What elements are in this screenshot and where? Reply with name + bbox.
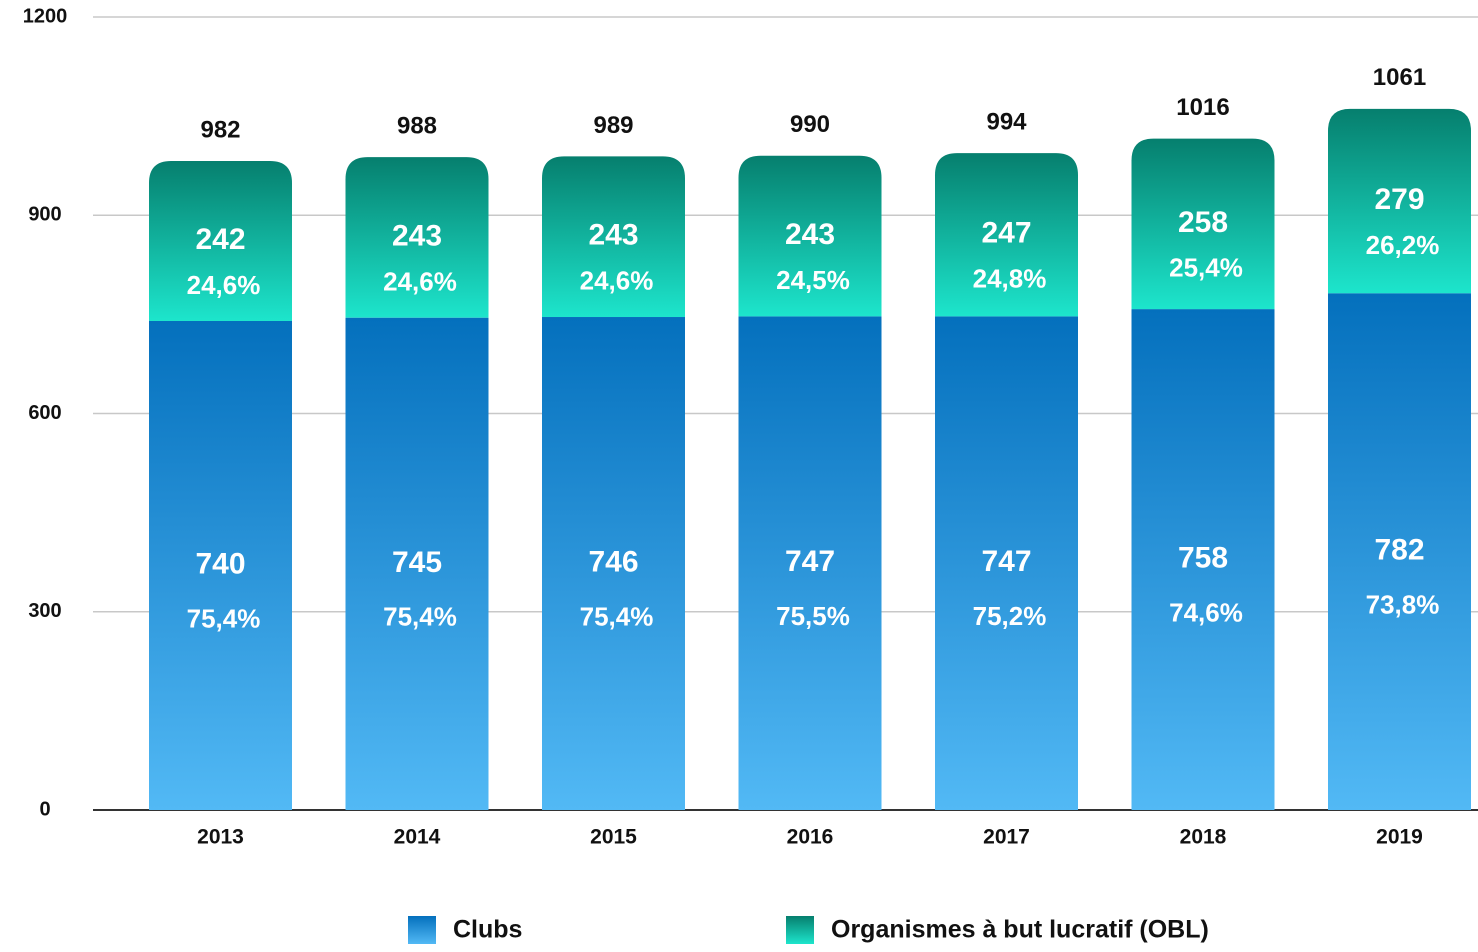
bar-segment: [1131, 138, 1275, 310]
bar-segment: [1328, 293, 1471, 810]
value-label: 740: [195, 547, 245, 580]
percentage-label: 24,5%: [776, 265, 850, 295]
value-label: 243: [392, 219, 442, 252]
percentage-label: 26,2%: [1366, 230, 1440, 260]
x-tick-label: 2015: [590, 826, 637, 849]
percentage-label: 24,6%: [580, 266, 654, 296]
bar-segment: [738, 316, 882, 810]
bar-segment: [149, 161, 292, 321]
legend-swatch: [786, 916, 814, 944]
percentage-label: 25,4%: [1169, 253, 1243, 283]
total-label: 1016: [1176, 94, 1229, 121]
value-label: 747: [785, 545, 835, 578]
percentage-label: 75,4%: [187, 603, 261, 633]
bar-segment: [1131, 309, 1275, 810]
x-tick-label: 2016: [787, 826, 834, 849]
y-tick-label: 900: [28, 204, 61, 226]
bar-segment: [345, 317, 489, 810]
value-label: 242: [195, 223, 245, 256]
bar-segment: [935, 153, 1078, 317]
percentage-label: 75,4%: [580, 601, 654, 631]
percentage-label: 74,6%: [1169, 597, 1243, 627]
total-label: 989: [593, 112, 633, 139]
total-label: 1061: [1373, 64, 1426, 91]
y-tick-label: 600: [28, 402, 61, 424]
value-label: 758: [1178, 541, 1228, 574]
x-tick-label: 2018: [1180, 826, 1227, 849]
bar-segment: [935, 316, 1078, 810]
value-label: 279: [1374, 183, 1424, 216]
percentage-label: 75,2%: [973, 601, 1047, 631]
value-label: 243: [588, 219, 638, 252]
total-label: 990: [790, 111, 830, 138]
total-label: 994: [986, 108, 1027, 135]
percentage-label: 75,4%: [383, 602, 457, 632]
percentage-label: 73,8%: [1366, 589, 1440, 619]
legend-label: Clubs: [453, 916, 522, 944]
y-tick-label: 300: [28, 600, 61, 622]
x-tick-label: 2013: [197, 826, 244, 849]
percentage-label: 24,6%: [187, 270, 261, 300]
percentage-label: 24,8%: [973, 264, 1047, 294]
total-label: 988: [397, 112, 437, 139]
bar-segment: [1328, 108, 1471, 294]
legend-label: Organismes à but lucratif (OBL): [831, 916, 1209, 944]
bar-segment: [542, 156, 685, 318]
y-tick-label: 0: [39, 798, 50, 820]
value-label: 747: [981, 545, 1031, 578]
y-tick-label: 1200: [23, 5, 68, 27]
total-label: 982: [200, 116, 240, 143]
bar-segment: [738, 155, 882, 317]
bar-segment: [149, 320, 292, 810]
percentage-label: 75,5%: [776, 601, 850, 631]
value-label: 745: [392, 546, 442, 579]
legend-swatch: [408, 916, 436, 944]
x-tick-label: 2017: [983, 826, 1030, 849]
bar-segment: [345, 157, 489, 318]
x-tick-label: 2014: [394, 826, 441, 849]
value-label: 782: [1374, 534, 1424, 567]
percentage-label: 24,6%: [383, 266, 457, 296]
value-label: 247: [981, 217, 1031, 250]
x-tick-label: 2019: [1376, 826, 1423, 849]
bar-segment: [542, 317, 685, 810]
value-label: 258: [1178, 206, 1228, 239]
value-label: 243: [785, 218, 835, 251]
value-label: 746: [588, 545, 638, 578]
